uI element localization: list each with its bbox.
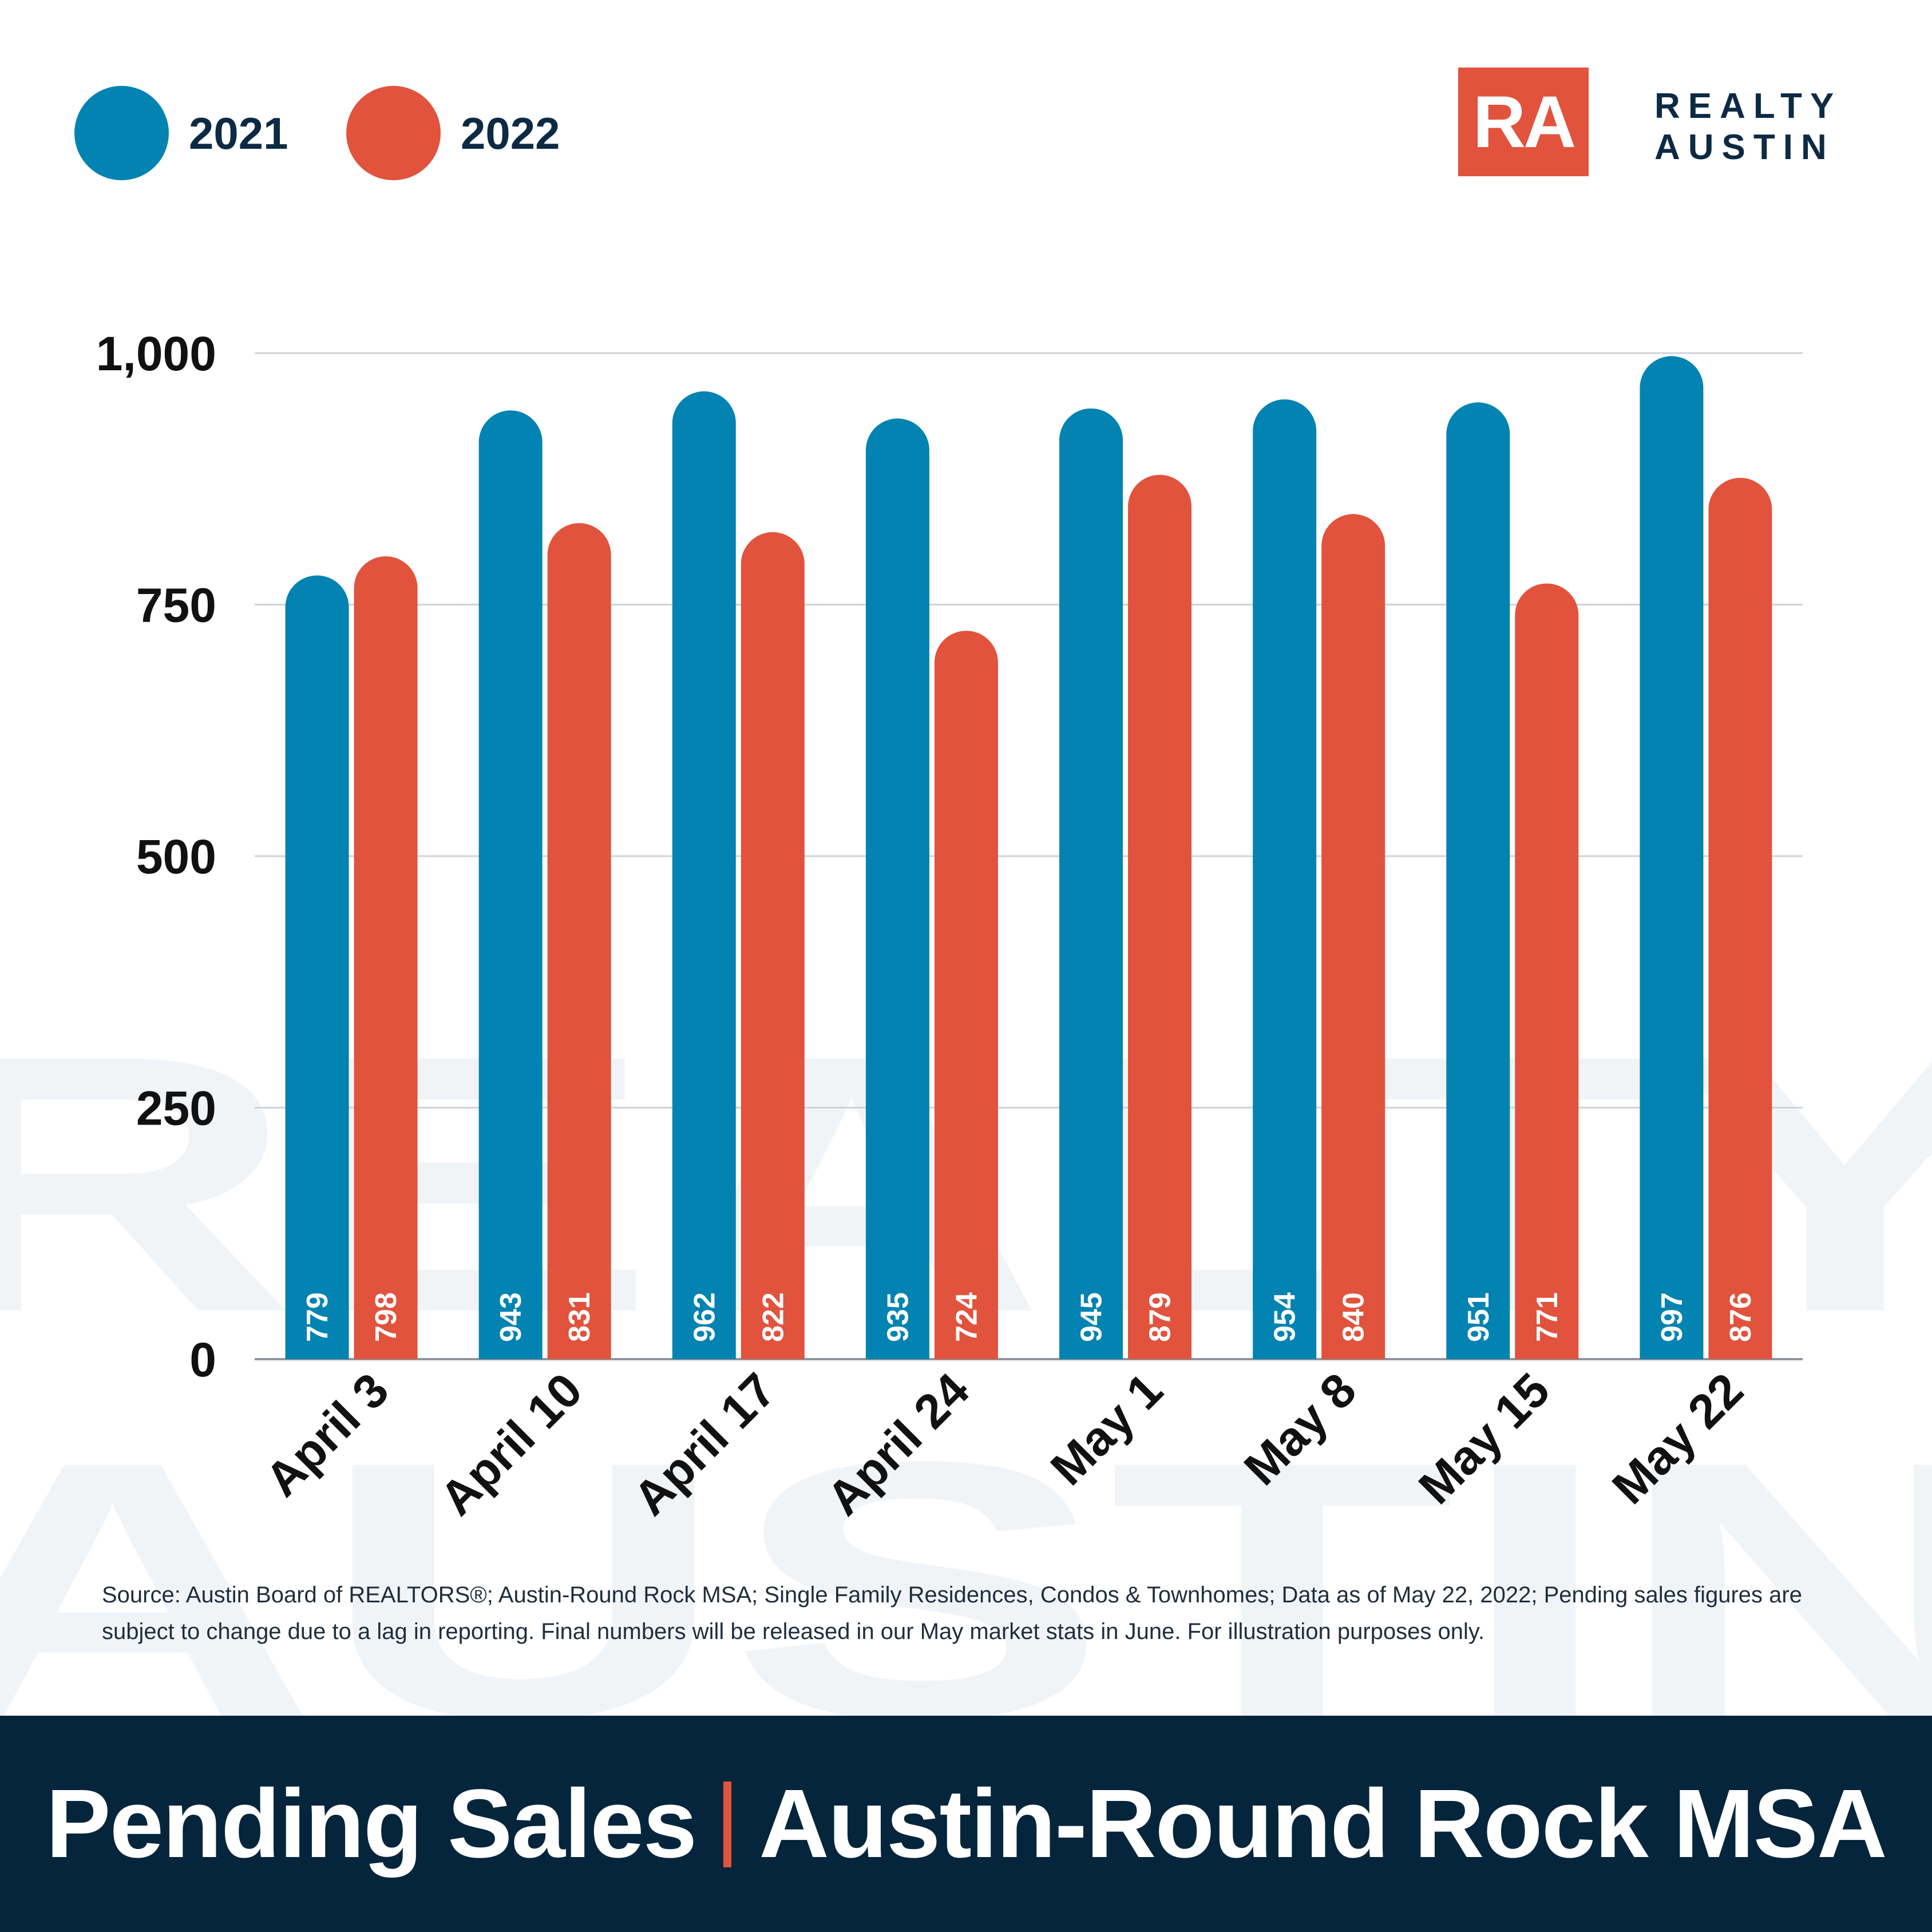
bar-2022-april-3 [354, 556, 418, 1360]
legend-label-2022: 2022 [461, 108, 560, 159]
footer-title-region: Austin-Round Rock MSA [759, 1769, 1887, 1878]
realty-austin-logo: RA REALTY AUSTIN [1458, 68, 1834, 176]
x-tick-label-may-8: May 8 [1234, 1363, 1367, 1495]
bar-value-label-2021-may-15: 951 [1462, 1292, 1495, 1342]
x-tick-label-april-24: April 24 [817, 1363, 980, 1526]
x-tick-label-may-1: May 1 [1040, 1363, 1173, 1495]
legend-swatch-2022 [346, 86, 441, 180]
x-tick-label-may-15: May 15 [1408, 1363, 1560, 1514]
bar-value-label-2021-may-22: 997 [1656, 1292, 1689, 1342]
logo-word-realty: REALTY [1654, 86, 1842, 126]
bar-2021-may-8 [1253, 399, 1317, 1360]
bar-2022-may-15 [1515, 583, 1579, 1359]
bar-2022-may-1 [1128, 474, 1192, 1360]
bar-2021-april-10 [478, 410, 543, 1359]
legend-label-2021: 2021 [189, 108, 288, 159]
x-tick-label-may-22: May 22 [1602, 1363, 1753, 1514]
bar-value-label-2022-may-1: 879 [1144, 1292, 1177, 1342]
footer-title: Pending Sales Austin-Round Rock MSA [46, 1768, 1887, 1880]
source-note: Source: Austin Board of REALTORS®; Austi… [102, 1582, 1802, 1644]
bar-value-label-2021-april-3: 779 [301, 1292, 334, 1342]
footer-banner: Pending Sales Austin-Round Rock MSA [0, 1716, 1932, 1932]
x-tick-label-april-17: April 17 [623, 1363, 786, 1525]
y-tick-label-250: 250 [136, 1082, 216, 1135]
bar-value-label-2021-may-1: 945 [1075, 1292, 1108, 1342]
y-tick-label-750: 750 [136, 579, 216, 632]
bar-2022-april-10 [547, 523, 611, 1359]
logo-word-austin: AUSTIN [1654, 128, 1835, 167]
bar-value-label-2022-april-3: 798 [370, 1292, 403, 1342]
bar-value-label-2022-may-8: 840 [1337, 1292, 1371, 1342]
x-tick-label-april-10: April 10 [430, 1363, 592, 1525]
y-tick-label-0: 0 [189, 1333, 216, 1387]
bar-value-label-2021-april-10: 943 [494, 1292, 528, 1342]
bar-2021-april-17 [672, 391, 736, 1360]
bar-2021-may-22 [1640, 356, 1704, 1360]
bar-2021-may-15 [1446, 402, 1510, 1359]
bar-2022-may-22 [1708, 477, 1772, 1360]
pending-sales-bar-chart: 0 250 500 750 1,000 779 798 April 3 943 831 April … [96, 327, 1803, 1526]
bar-2022-april-24 [934, 631, 998, 1359]
bar-value-label-2022-april-24: 724 [950, 1292, 983, 1342]
y-tick-label-1000: 1,000 [96, 327, 216, 381]
bar-value-label-2022-may-15: 771 [1531, 1292, 1564, 1342]
bar-2022-may-8 [1321, 514, 1385, 1360]
bar-value-label-2021-april-17: 962 [688, 1292, 721, 1342]
logo-mark: RA [1458, 68, 1589, 176]
legend-swatch-2021 [74, 86, 169, 180]
y-tick-label-500: 500 [136, 830, 216, 884]
x-tick-label-april-3: April 3 [255, 1363, 398, 1506]
bar-value-label-2021-april-24: 935 [881, 1292, 914, 1342]
bar-2021-may-1 [1059, 408, 1123, 1360]
bar-value-label-2021-may-8: 954 [1269, 1292, 1302, 1342]
bar-value-label-2022-april-10: 831 [563, 1292, 596, 1342]
footer-title-pending-sales: Pending Sales [46, 1769, 697, 1878]
bar-2021-april-24 [865, 418, 929, 1359]
bar-2021-april-3 [285, 575, 349, 1359]
bar-value-label-2022-may-22: 876 [1724, 1292, 1757, 1342]
bar-2022-april-17 [741, 532, 805, 1359]
bar-value-label-2022-april-17: 822 [757, 1292, 790, 1342]
footer-title-divider [723, 1781, 732, 1867]
